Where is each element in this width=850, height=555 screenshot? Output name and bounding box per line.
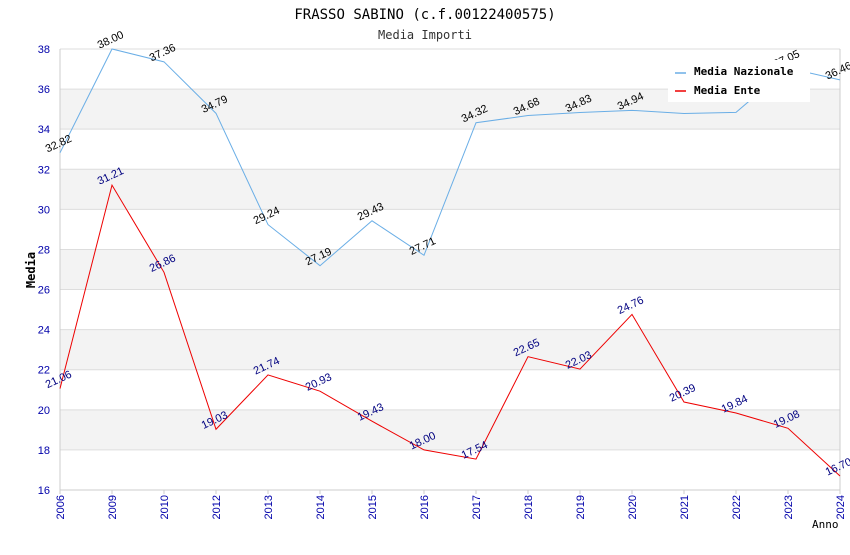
- x-tick-label-2013: 2013: [263, 495, 275, 519]
- data-label-media-nazionale: 37.36: [148, 42, 178, 65]
- y-tick-label: 20: [38, 405, 50, 417]
- y-tick-label: 36: [38, 84, 50, 96]
- x-tick-label-2023: 2023: [783, 495, 795, 519]
- series-lines: [59, 48, 841, 477]
- x-axis-ticks: 2006 2009 2010 2012 2013 2014 2015 2016 2017 2018…: [55, 490, 847, 519]
- y-axis-ticks: 16 18 20 22 24 26 28 30 32 34 36 38: [38, 44, 50, 497]
- x-tick-label-2006: 2006: [55, 495, 67, 519]
- y-tick-label: 34: [38, 124, 50, 136]
- x-tick-label-2019: 2019: [575, 495, 587, 519]
- data-label-media-ente: 20.39: [668, 382, 698, 405]
- grid-band: [60, 329, 840, 370]
- chart-title: FRASSO SABINO (c.f.00122400575): [294, 7, 555, 23]
- legend-background: [668, 60, 810, 102]
- y-tick-label: 26: [38, 285, 50, 297]
- data-label-media-ente: 24.76: [616, 294, 646, 317]
- grid-band: [60, 249, 840, 290]
- y-axis-label: Media: [24, 252, 38, 288]
- x-tick-label-2020: 2020: [627, 495, 639, 519]
- y-tick-label: 32: [38, 164, 50, 176]
- x-tick-label-2015: 2015: [367, 495, 379, 519]
- x-tick-label-2021: 2021: [679, 495, 691, 519]
- x-axis-label: Anno: [812, 518, 839, 531]
- x-tick-label-2016: 2016: [419, 495, 431, 519]
- data-label-media-ente: 16.70: [824, 456, 850, 479]
- x-tick-label-2014: 2014: [315, 495, 327, 519]
- legend-label-media-nazionale: Media Nazionale: [694, 65, 794, 78]
- y-tick-label: 28: [38, 244, 50, 256]
- grid-band: [60, 409, 840, 450]
- x-tick-label-2010: 2010: [159, 495, 171, 519]
- y-tick-label: 38: [38, 44, 50, 56]
- legend: Media Nazionale Media Ente: [668, 60, 810, 102]
- data-label-media-nazionale: 32.82: [44, 133, 74, 156]
- data-label-media-nazionale: 38.00: [96, 29, 126, 52]
- plot-background: [59, 48, 841, 491]
- y-tick-label: 16: [38, 485, 50, 497]
- legend-label-media-ente: Media Ente: [694, 84, 761, 97]
- x-tick-label-2024: 2024: [835, 495, 847, 519]
- y-tick-label: 18: [38, 445, 50, 457]
- series-line-media-nazionale: [59, 48, 841, 267]
- y-tick-label: 22: [38, 365, 50, 377]
- x-tick-label-2018: 2018: [523, 495, 535, 519]
- y-tick-label: 30: [38, 204, 50, 216]
- x-tick-label-2022: 2022: [731, 495, 743, 519]
- series-line-media-ente: [59, 183, 841, 477]
- chart-subtitle: Media Importi: [378, 28, 472, 42]
- x-tick-label-2017: 2017: [471, 495, 483, 519]
- y-tick-label: 24: [38, 325, 50, 337]
- x-tick-label-2012: 2012: [211, 495, 223, 519]
- x-tick-label-2009: 2009: [107, 495, 119, 519]
